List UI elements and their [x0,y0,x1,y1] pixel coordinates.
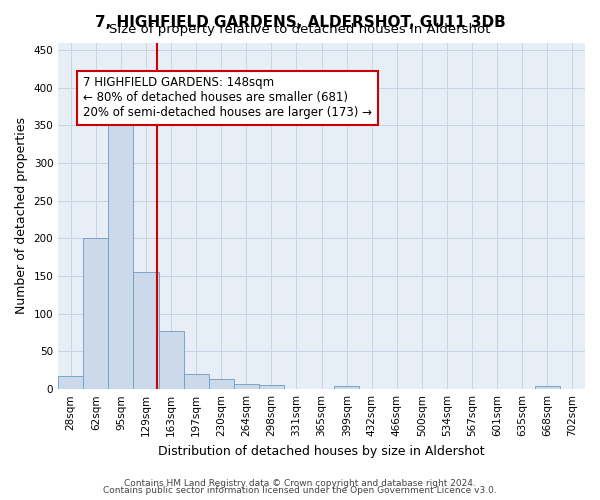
Bar [184,374,209,389]
Bar [259,386,284,389]
Text: 7 HIGHFIELD GARDENS: 148sqm
← 80% of detached houses are smaller (681)
20% of se: 7 HIGHFIELD GARDENS: 148sqm ← 80% of det… [83,76,372,120]
Y-axis label: Number of detached properties: Number of detached properties [15,118,28,314]
Bar [133,272,158,389]
Text: Contains public sector information licensed under the Open Government Licence v3: Contains public sector information licen… [103,486,497,495]
Bar [83,238,109,389]
Text: 7, HIGHFIELD GARDENS, ALDERSHOT, GU11 3DB: 7, HIGHFIELD GARDENS, ALDERSHOT, GU11 3D… [95,15,505,30]
Bar [209,378,234,389]
Bar [158,331,184,389]
Text: Contains HM Land Registry data © Crown copyright and database right 2024.: Contains HM Land Registry data © Crown c… [124,478,476,488]
Bar [334,386,359,389]
Bar [58,376,83,389]
Text: Size of property relative to detached houses in Aldershot: Size of property relative to detached ho… [109,22,491,36]
Bar [535,386,560,389]
X-axis label: Distribution of detached houses by size in Aldershot: Distribution of detached houses by size … [158,444,485,458]
Bar [109,114,133,389]
Bar [234,384,259,389]
